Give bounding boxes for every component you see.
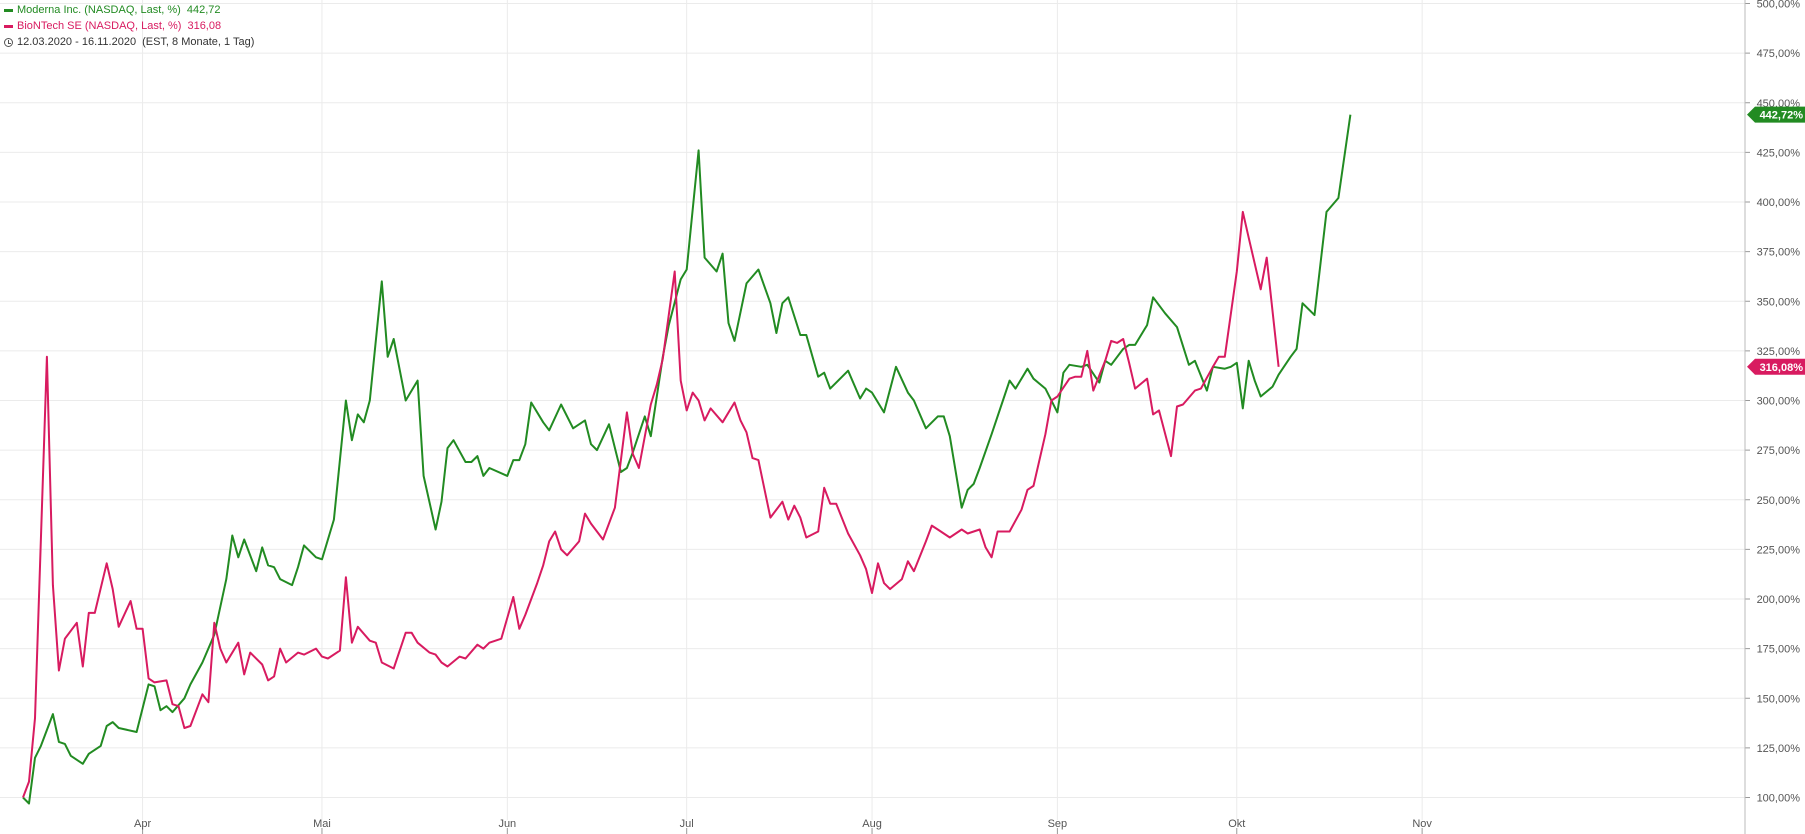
grid-layer [0,0,1745,820]
x-tick-label: Apr [134,818,151,830]
y-tick-label: 200,00% [1757,594,1801,606]
x-tick-label: Sep [1048,818,1068,830]
y-tick-label: 125,00% [1757,743,1801,755]
y-tick-label: 400,00% [1757,197,1801,209]
last-value-badge [1747,358,1805,375]
x-tick-label: Jun [498,818,516,830]
legend: Moderna Inc. (NASDAQ, Last, %) 442,72 Bi… [4,2,254,50]
y-tick-label: 475,00% [1757,48,1801,60]
legend-value-moderna: 442,72 [186,4,221,16]
x-tick-label: Mai [313,818,331,830]
y-tick-label: 375,00% [1757,247,1801,259]
last-value-label: 442,72% [1760,110,1804,122]
last-value-label: 316,08% [1760,362,1804,374]
last-value-badge [1747,106,1805,123]
y-tick-label: 350,00% [1757,296,1801,308]
y-tick-label: 300,00% [1757,396,1801,408]
date-range: 12.03.2020 - 16.11.2020 (EST, 8 Monate, … [4,34,254,50]
y-tick-label: 225,00% [1757,544,1801,556]
legend-item-moderna[interactable]: Moderna Inc. (NASDAQ, Last, %) 442,72 [4,2,254,18]
y-tick-label: 425,00% [1757,147,1801,159]
series-line-biontech[interactable] [22,210,1280,798]
x-tick-label: Aug [862,818,882,830]
clock-icon [4,37,13,47]
y-tick-label: 175,00% [1757,644,1801,656]
y-tick-label: 150,00% [1757,693,1801,705]
y-tick-label: 500,00% [1757,0,1801,11]
badge-layer: 442,72% 316,08% [1747,106,1805,375]
series-swatch [4,24,13,28]
x-tick-label: Jul [680,818,694,830]
series-layer [22,114,1352,805]
x-tick-label: Okt [1228,818,1245,830]
legend-value-biontech: 316,08 [187,20,222,32]
y-tick-label: 250,00% [1757,495,1801,507]
axis-layer: 100,00% 125,00% 150,00% 175,00% 200,00% 225,0… [134,0,1800,834]
legend-label-biontech: BioNTech SE (NASDAQ, Last, %) [17,20,182,32]
date-range-detail: (EST, 8 Monate, 1 Tag) [142,36,255,48]
x-tick-label: Nov [1412,818,1432,830]
y-tick-label: 100,00% [1757,793,1801,805]
y-tick-label: 275,00% [1757,445,1801,457]
series-swatch [4,8,13,12]
y-tick-label: 325,00% [1757,346,1801,358]
date-range-text: 12.03.2020 - 16.11.2020 [17,36,137,48]
legend-label-moderna: Moderna Inc. (NASDAQ, Last, %) [17,4,181,16]
legend-item-biontech[interactable]: BioNTech SE (NASDAQ, Last, %) 316,08 [4,18,254,34]
